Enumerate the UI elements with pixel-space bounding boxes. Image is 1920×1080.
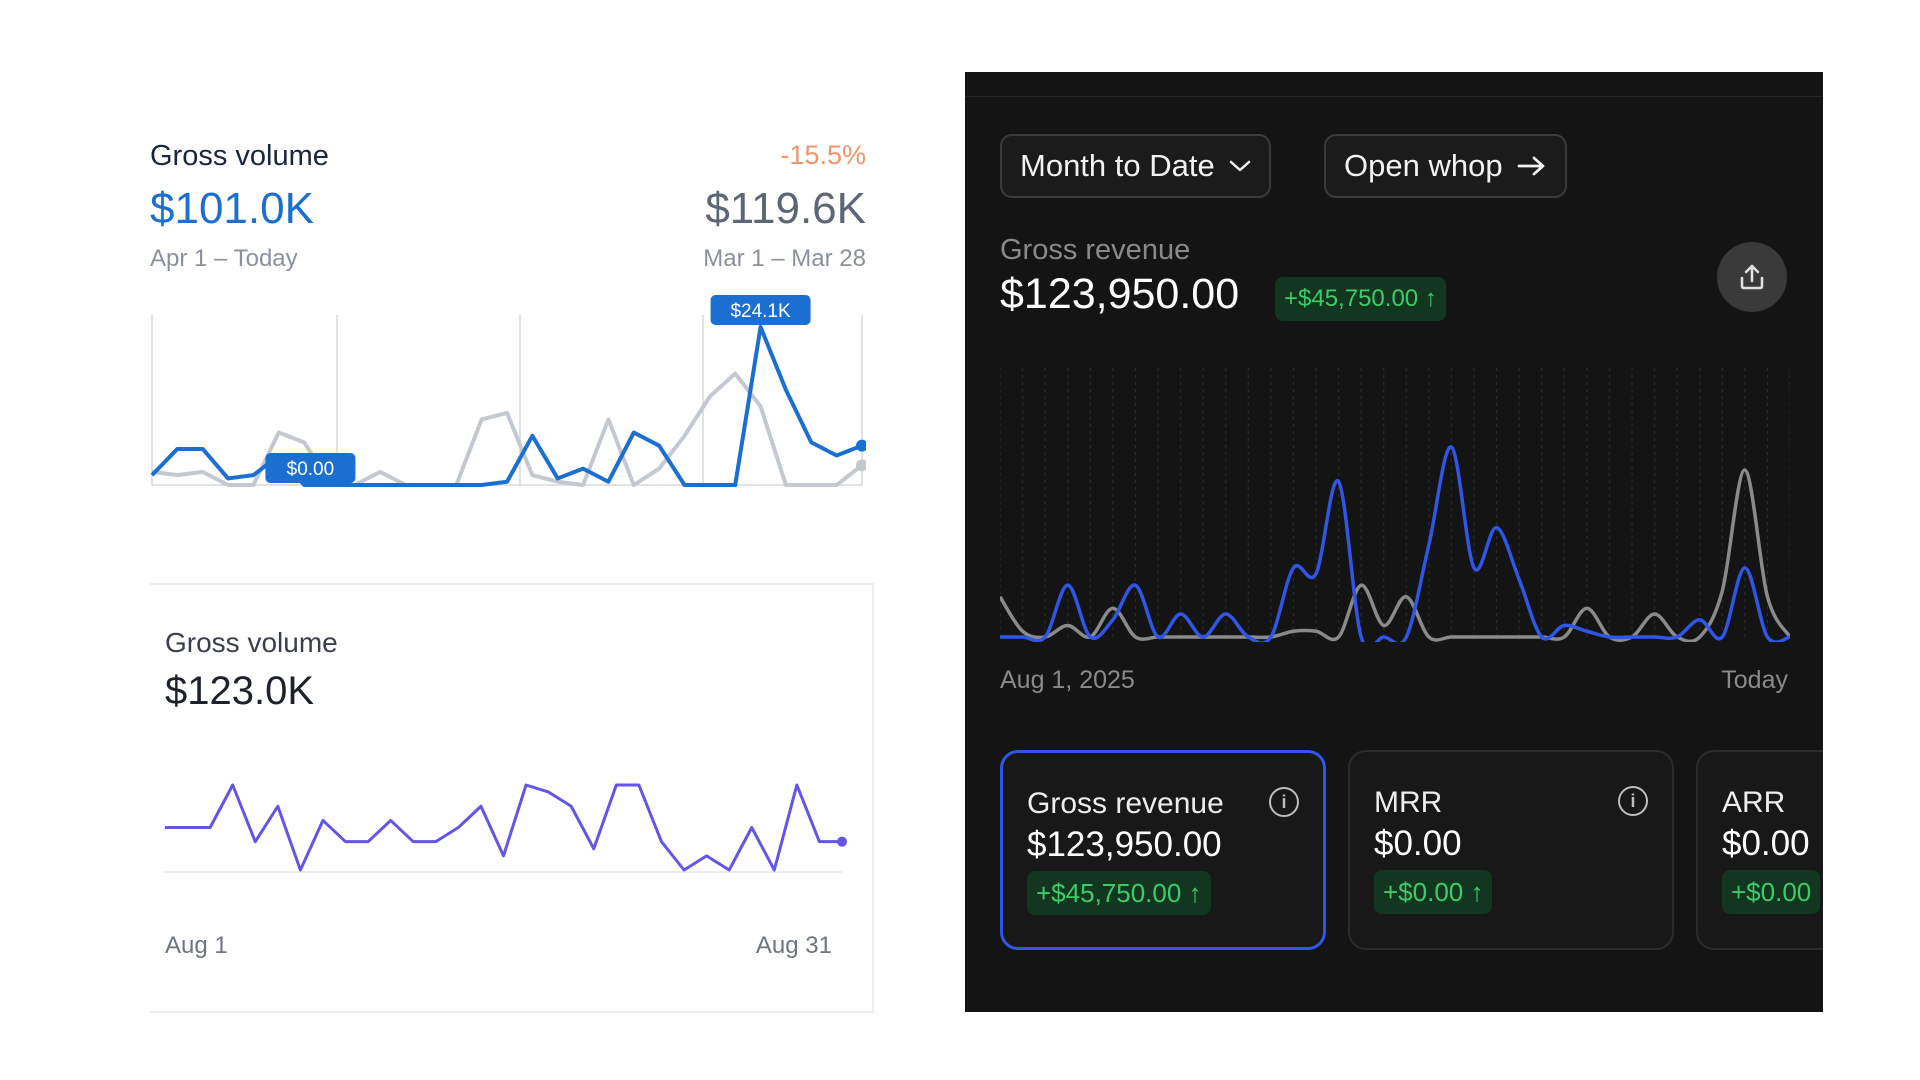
series-previous-endpoint bbox=[856, 459, 866, 472]
series-previous-line bbox=[151, 371, 864, 487]
x-axis-end-label: Aug 31 bbox=[755, 932, 832, 959]
period-dropdown[interactable]: Month to Date bbox=[1000, 134, 1271, 198]
arrow-right-icon bbox=[1517, 156, 1544, 176]
info-icon[interactable]: i bbox=[1618, 786, 1648, 816]
metric-change-badge: +$45,750.00 ↑ bbox=[1275, 277, 1446, 321]
max-value-label-text: $24.1K bbox=[730, 301, 791, 322]
series-current-line bbox=[150, 325, 863, 487]
metric-card-label: Gross revenue bbox=[1027, 787, 1224, 820]
card-value: $123.0K bbox=[165, 669, 315, 713]
metric-card-value: $0.00 bbox=[1722, 824, 1810, 863]
series-endpoint bbox=[837, 836, 847, 847]
series-line bbox=[165, 783, 842, 872]
metric-card-label: ARR bbox=[1722, 786, 1786, 819]
series-current-line bbox=[1000, 445, 1790, 642]
change-percentage: -15.5% bbox=[780, 140, 866, 170]
series-previous-line bbox=[1000, 468, 1790, 642]
metric-card-value: $123,950.00 bbox=[1027, 825, 1222, 864]
gross-volume-chart[interactable] bbox=[150, 760, 874, 930]
gross-volume-comparison-chart[interactable]: $24.1K $0.00 bbox=[150, 285, 866, 525]
card-title: Gross volume bbox=[150, 140, 329, 172]
gross-revenue-chart[interactable] bbox=[1000, 362, 1790, 642]
x-axis-start-label: Aug 1 bbox=[165, 932, 228, 959]
open-whop-label: Open whop bbox=[1344, 148, 1503, 183]
previous-value: $119.6K bbox=[705, 184, 866, 233]
gross-volume-card: Gross volume $123.0K Aug 1 Aug 31 bbox=[150, 583, 874, 1013]
series-current-endpoint bbox=[856, 439, 866, 452]
revenue-dashboard-panel: Month to Date Open whop Gross revenue $1… bbox=[965, 72, 1823, 1012]
x-axis-end-label: Today bbox=[1721, 666, 1788, 694]
min-value-label-bg bbox=[265, 453, 356, 483]
metric-card-arr[interactable]: ARR $0.00 +$0.00 bbox=[1696, 750, 1823, 950]
current-value: $101.0K bbox=[150, 184, 314, 233]
metric-card-change: +$45,750.00 ↑ bbox=[1027, 871, 1211, 915]
chevron-down-icon bbox=[1229, 160, 1250, 172]
metric-label: Gross revenue bbox=[1000, 234, 1191, 266]
metric-card-label: MRR bbox=[1374, 786, 1443, 819]
period-dropdown-label: Month to Date bbox=[1020, 148, 1215, 183]
info-icon[interactable]: i bbox=[1269, 787, 1299, 817]
metric-card-change: +$0.00 ↑ bbox=[1374, 870, 1493, 914]
metric-value: $123,950.00 bbox=[1000, 270, 1240, 318]
open-whop-button[interactable]: Open whop bbox=[1324, 134, 1567, 198]
metric-card-gross-revenue[interactable]: Gross revenue i $123,950.00 +$45,750.00 … bbox=[1000, 750, 1326, 950]
metric-card-change: +$0.00 bbox=[1722, 870, 1821, 914]
metric-card-value: $0.00 bbox=[1374, 824, 1462, 863]
gross-volume-comparison-card: Gross volume -15.5% $101.0K $119.6K Apr … bbox=[150, 135, 866, 525]
x-axis-start-label: Aug 1, 2025 bbox=[1000, 666, 1135, 694]
previous-range: Mar 1 – Mar 28 bbox=[703, 245, 866, 272]
card-title: Gross volume bbox=[165, 627, 338, 658]
min-value-label: $0.00 bbox=[265, 453, 356, 483]
share-button[interactable] bbox=[1717, 242, 1787, 312]
metric-card-mrr[interactable]: MRR i $0.00 +$0.00 ↑ bbox=[1348, 750, 1674, 950]
current-range: Apr 1 – Today bbox=[150, 245, 298, 272]
min-value-label-text: $0.00 bbox=[287, 459, 335, 480]
divider bbox=[965, 96, 1823, 97]
upload-icon bbox=[1740, 264, 1764, 290]
max-value-label-bg bbox=[710, 295, 811, 325]
max-value-label: $24.1K bbox=[710, 295, 811, 325]
